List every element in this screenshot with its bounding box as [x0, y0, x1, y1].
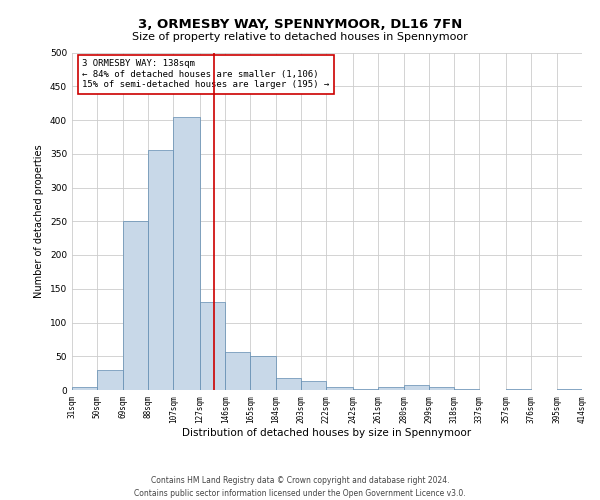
Bar [200, 302, 225, 390]
Bar [378, 386, 404, 390]
Bar [72, 386, 97, 390]
Bar [326, 386, 353, 390]
Bar [454, 388, 479, 390]
Bar [353, 388, 378, 390]
Bar [276, 378, 301, 390]
Text: Contains HM Land Registry data © Crown copyright and database right 2024.
Contai: Contains HM Land Registry data © Crown c… [134, 476, 466, 498]
Y-axis label: Number of detached properties: Number of detached properties [34, 144, 44, 298]
Bar [225, 352, 250, 390]
Bar [506, 388, 532, 390]
Text: Size of property relative to detached houses in Spennymoor: Size of property relative to detached ho… [132, 32, 468, 42]
Bar [404, 386, 429, 390]
Bar [148, 150, 173, 390]
Bar [301, 381, 326, 390]
Bar [429, 386, 454, 390]
Text: 3, ORMESBY WAY, SPENNYMOOR, DL16 7FN: 3, ORMESBY WAY, SPENNYMOOR, DL16 7FN [138, 18, 462, 30]
Bar [250, 356, 276, 390]
Bar [122, 221, 148, 390]
Bar [173, 116, 200, 390]
Bar [557, 388, 582, 390]
Bar [97, 370, 122, 390]
Text: 3 ORMESBY WAY: 138sqm
← 84% of detached houses are smaller (1,106)
15% of semi-d: 3 ORMESBY WAY: 138sqm ← 84% of detached … [82, 59, 329, 89]
X-axis label: Distribution of detached houses by size in Spennymoor: Distribution of detached houses by size … [182, 428, 472, 438]
